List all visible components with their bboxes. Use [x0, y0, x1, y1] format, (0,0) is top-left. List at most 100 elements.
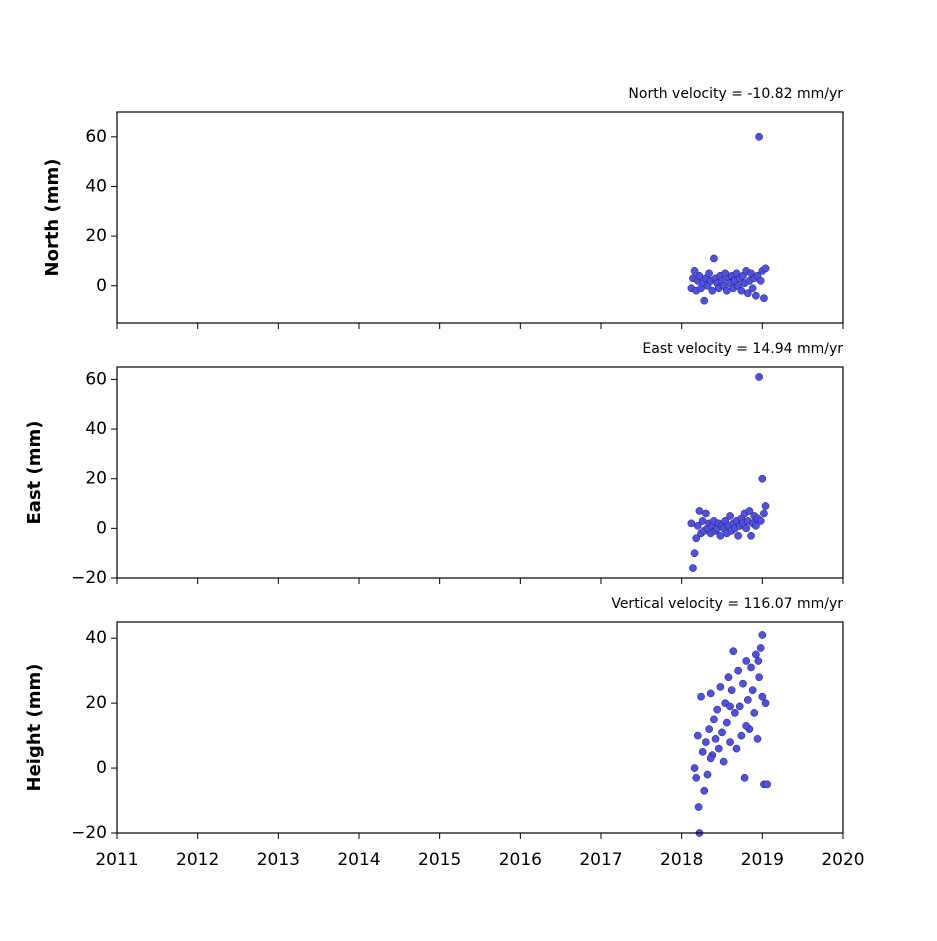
point	[724, 673, 733, 682]
y-tick-label: 60	[85, 369, 107, 389]
x-tick-label: 2016	[499, 850, 542, 870]
point	[714, 744, 723, 753]
point	[740, 773, 749, 782]
y-tick-label: 20	[85, 693, 107, 713]
point	[758, 474, 767, 483]
point	[722, 718, 731, 727]
point	[689, 564, 697, 572]
x-tick-label: 2012	[176, 850, 219, 870]
point	[727, 686, 736, 695]
point	[755, 673, 763, 682]
point	[755, 132, 763, 141]
y-tick-label: 20	[85, 226, 107, 246]
point	[695, 507, 704, 515]
point	[687, 519, 696, 528]
point	[743, 696, 752, 704]
x-tick-label: 2019	[741, 850, 784, 870]
x-tick-label: 2014	[337, 850, 380, 870]
point	[705, 269, 713, 278]
point	[739, 679, 747, 688]
point	[742, 657, 751, 665]
point	[756, 276, 765, 285]
plot-frame	[116, 111, 844, 324]
point	[692, 773, 701, 782]
point	[713, 705, 722, 714]
point	[719, 757, 728, 766]
point	[752, 650, 760, 659]
y-tick-label: −20	[71, 823, 107, 843]
x-tick-label: 2017	[579, 850, 622, 870]
point	[761, 699, 770, 708]
point	[756, 644, 765, 652]
point	[763, 780, 772, 789]
panel-title: East velocity = 14.94 mm/yr	[642, 341, 843, 357]
point	[747, 531, 755, 540]
y-axis-label: East (mm)	[24, 421, 45, 525]
x-tick-label: 2015	[418, 850, 461, 870]
point	[690, 764, 699, 772]
point	[693, 731, 702, 740]
panel-title: Vertical velocity = 116.07 mm/yr	[611, 596, 843, 612]
point	[729, 647, 738, 656]
y-tick-label: −20	[71, 568, 107, 588]
point	[756, 517, 765, 525]
point	[690, 549, 699, 558]
point	[694, 803, 703, 811]
point	[747, 663, 755, 672]
point	[716, 683, 725, 691]
point	[758, 631, 767, 639]
point	[700, 786, 709, 795]
point	[711, 735, 720, 743]
y-axis-label: North (mm)	[42, 159, 63, 277]
point	[698, 517, 707, 525]
point	[742, 524, 751, 533]
x-tick-label: 2013	[257, 850, 300, 870]
point	[754, 657, 763, 665]
point	[693, 522, 702, 530]
point	[734, 531, 742, 540]
point	[737, 286, 746, 295]
point	[708, 286, 717, 295]
point	[690, 267, 699, 275]
point	[742, 722, 751, 730]
point	[753, 735, 762, 743]
y-tick-label: 0	[96, 758, 107, 778]
point	[748, 284, 757, 293]
y-tick-label: 40	[85, 419, 107, 439]
point	[735, 702, 744, 711]
point	[716, 531, 725, 540]
point	[698, 747, 707, 756]
point	[710, 254, 718, 263]
y-tick-label: 40	[85, 176, 107, 196]
x-tick-label: 2020	[821, 850, 864, 870]
point	[748, 686, 757, 695]
point	[726, 702, 734, 711]
point	[755, 373, 763, 381]
point	[760, 294, 768, 303]
point	[745, 507, 754, 515]
point	[692, 534, 701, 543]
y-tick-label: 60	[85, 127, 107, 147]
point	[752, 522, 760, 530]
point	[718, 728, 726, 737]
point	[758, 692, 767, 701]
point	[697, 692, 705, 701]
point	[726, 738, 734, 746]
point	[760, 509, 768, 518]
y-tick-label: 20	[85, 469, 107, 489]
point	[703, 770, 712, 779]
point	[743, 289, 752, 298]
point	[731, 709, 739, 717]
y-tick-label: 40	[85, 628, 107, 648]
point	[750, 709, 759, 717]
y-tick-label: 0	[96, 518, 107, 538]
panel-title: North velocity = -10.82 mm/yr	[628, 86, 843, 102]
plot-frame	[116, 621, 844, 834]
point	[761, 264, 770, 273]
x-tick-label: 2011	[95, 850, 138, 870]
point	[702, 509, 710, 518]
point	[734, 666, 742, 675]
point	[732, 744, 741, 753]
point	[752, 291, 760, 300]
